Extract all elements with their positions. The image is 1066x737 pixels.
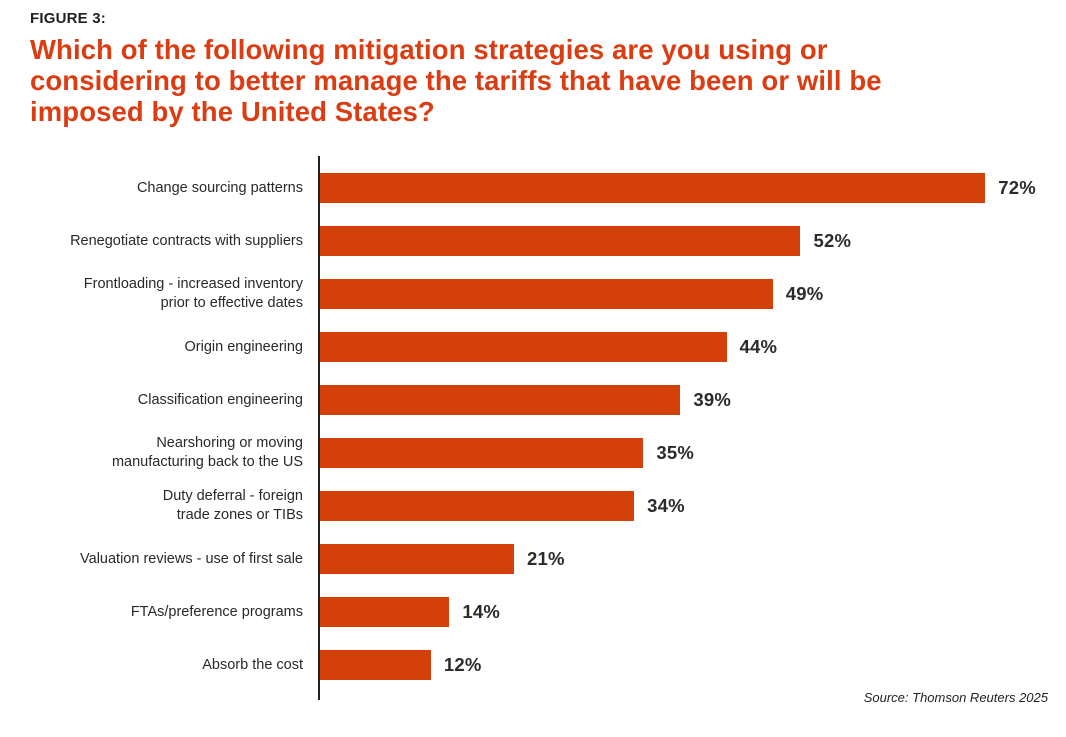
category-label: Classification engineering	[137, 391, 303, 408]
category-label: Frontloading - increased inventory prior…	[83, 276, 303, 312]
y-axis-line	[318, 155, 320, 700]
value-label: 34%	[647, 495, 685, 517]
category-label: Nearshoring or moving manufacturing back…	[111, 435, 303, 471]
bar-area: 12%	[318, 650, 1050, 681]
category-label: Renegotiate contracts with suppliers	[70, 232, 303, 249]
bar-area: 14%	[318, 597, 1050, 628]
value-label: 49%	[785, 283, 824, 305]
bar	[320, 279, 773, 310]
chart-row: FTAs/preference programs 14%	[30, 586, 1050, 639]
bar-area: 49%	[318, 279, 1050, 310]
chart-title: Which of the following mitigation strate…	[30, 34, 882, 128]
bar	[320, 597, 450, 628]
chart-row: Nearshoring or moving manufacturing back…	[30, 427, 1050, 480]
chart-row: Origin engineering 44%	[30, 321, 1050, 374]
category-label: Valuation reviews - use of first sale	[80, 550, 303, 567]
bar-area: 72%	[318, 173, 1050, 204]
chart-row: Renegotiate contracts with suppliers 52%	[30, 215, 1050, 268]
category-label: Duty deferral - foreign trade zones or T…	[162, 488, 303, 524]
chart-row: Classification engineering 39%	[30, 374, 1050, 427]
source-credit: Source: Thomson Reuters 2025	[863, 690, 1048, 705]
bar	[320, 491, 635, 522]
bar-area: 44%	[318, 332, 1050, 363]
bar-chart: Change sourcing patterns 72% Renegotiate…	[30, 155, 1050, 700]
category-label: Change sourcing patterns	[136, 179, 303, 196]
category-label: Absorb the cost	[202, 656, 303, 673]
value-label: 12%	[443, 654, 482, 676]
bar-area: 34%	[318, 491, 1050, 522]
chart-row: Frontloading - increased inventory prior…	[30, 268, 1050, 321]
bar-area: 52%	[318, 226, 1050, 257]
bar	[320, 544, 515, 575]
bar	[320, 173, 986, 204]
category-label: Origin engineering	[184, 338, 304, 355]
figure-label: FIGURE 3:	[30, 10, 106, 27]
bar-area: 39%	[318, 385, 1050, 416]
value-label: 72%	[998, 177, 1036, 199]
chart-row: Change sourcing patterns 72%	[30, 162, 1050, 215]
chart-rows: Change sourcing patterns 72% Renegotiate…	[30, 162, 1050, 692]
value-label: 44%	[739, 336, 778, 358]
value-label: 39%	[693, 389, 731, 411]
bar	[320, 226, 801, 257]
chart-row: Absorb the cost 12%	[30, 639, 1050, 692]
bar-area: 35%	[318, 438, 1050, 469]
chart-row: Duty deferral - foreign trade zones or T…	[30, 480, 1050, 533]
chart-row: Valuation reviews - use of first sale 21…	[30, 533, 1050, 586]
value-label: 35%	[656, 442, 695, 464]
bar	[320, 438, 644, 469]
bar	[320, 385, 681, 416]
category-label: FTAs/preference programs	[130, 603, 303, 620]
value-label: 52%	[813, 230, 852, 252]
bar	[320, 650, 431, 681]
bar	[320, 332, 727, 363]
value-label: 14%	[462, 601, 500, 623]
value-label: 21%	[527, 548, 565, 570]
bar-area: 21%	[318, 544, 1050, 575]
